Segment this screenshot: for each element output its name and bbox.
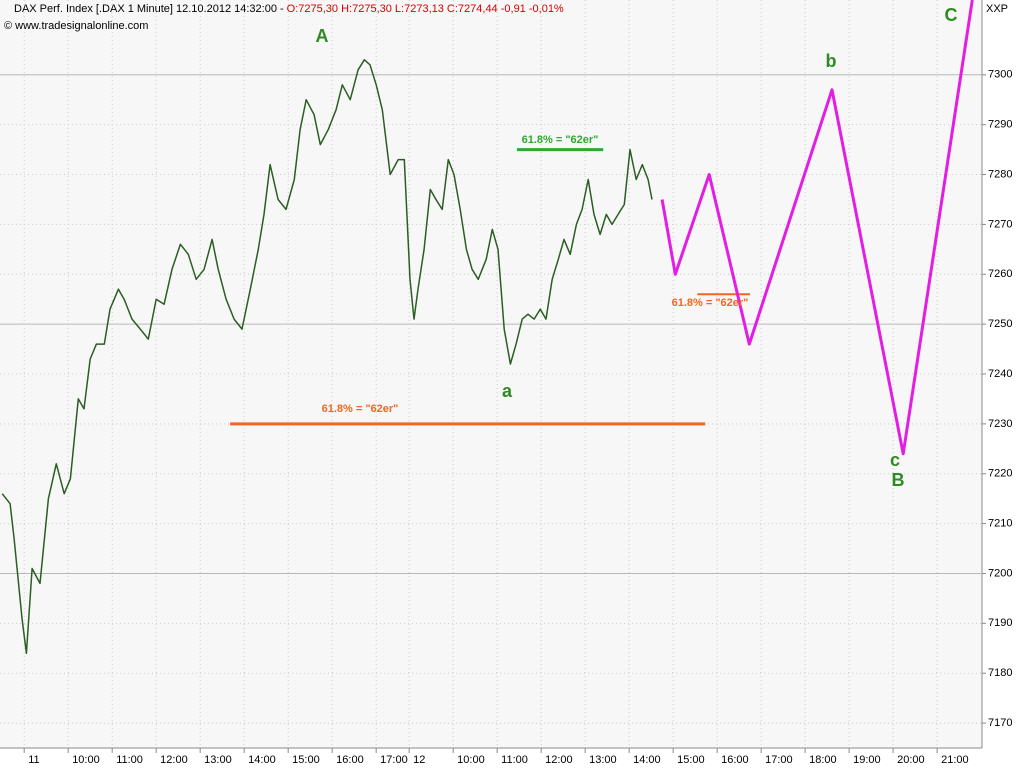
y-tick-label: 7230 [988, 418, 1012, 430]
annotation: 61.8% = "62er" [672, 297, 749, 309]
x-tick-label: 16:00 [721, 754, 749, 766]
x-tick-label: 13:00 [204, 754, 232, 766]
y-tick-label: 7270 [988, 218, 1012, 230]
series-line [660, 0, 974, 456]
y-tick-label: 7300 [988, 69, 1012, 81]
header-title: DAX Perf. Index [.DAX 1 Minute] 12.10.20… [14, 3, 564, 15]
x-tick-label: 16:00 [336, 754, 364, 766]
y-tick-label: 7250 [988, 318, 1012, 330]
y-tick-label: 7170 [988, 717, 1012, 729]
x-tick-label: 11 [28, 754, 39, 766]
x-tick-label: 21:00 [941, 754, 969, 766]
symbol: XXP [986, 3, 1008, 15]
annotation: 61.8% = "62er" [322, 403, 399, 415]
annotation: 61.8% = "62er" [522, 134, 599, 146]
wave-label: B [892, 470, 905, 490]
wave-label: a [502, 381, 513, 401]
x-tick-label: 14:00 [633, 754, 661, 766]
x-tick-label: 11:00 [501, 754, 528, 766]
marks [1, 0, 974, 655]
y-tick-label: 7240 [988, 368, 1012, 380]
wave-label: b [826, 51, 837, 71]
x-tick-label: 19:00 [853, 754, 881, 766]
x-tick-label: 15:00 [677, 754, 705, 766]
x-tick-label: 13:00 [589, 754, 617, 766]
y-tick-label: 7180 [988, 667, 1012, 679]
x-tick-label: 14:00 [248, 754, 276, 766]
y-tick-label: 7200 [988, 567, 1012, 579]
grid [0, 0, 982, 748]
x-tick-label: 17:00 [380, 754, 408, 766]
x-tick-label: 17:00 [765, 754, 793, 766]
x-tick-label: 11:00 [116, 754, 143, 766]
header-title-text: DAX Perf. Index [.DAX 1 Minute] 12.10.20… [14, 3, 284, 15]
wave-label: A [316, 26, 329, 46]
x-tick-label: 10:00 [72, 754, 100, 766]
y-tick-label: 7220 [988, 468, 1012, 480]
y-tick-label: 7280 [988, 168, 1012, 180]
x-tick-label: 12:00 [160, 754, 188, 766]
y-tick-label: 7210 [988, 518, 1012, 530]
y-tick-label: 7260 [988, 268, 1012, 280]
y-tick-label: 7290 [988, 119, 1012, 131]
series-line [1, 59, 653, 655]
plot-area [0, 0, 982, 748]
x-tick-label: 12:00 [545, 754, 573, 766]
header-quote: O:7275,30 H:7275,30 L:7273,13 C:7274,44 … [287, 3, 564, 15]
copyright: © www.tradesignalonline.com [4, 20, 148, 32]
wave-label: c [890, 450, 900, 470]
x-tick-label: 15:00 [292, 754, 320, 766]
y-tick-label: 7190 [988, 617, 1012, 629]
x-tick-label: 12 [413, 754, 425, 766]
x-tick-label: 10:00 [457, 754, 485, 766]
x-tick-label: 20:00 [897, 754, 925, 766]
x-tick-label: 18:00 [809, 754, 837, 766]
wave-label: C [945, 5, 958, 25]
